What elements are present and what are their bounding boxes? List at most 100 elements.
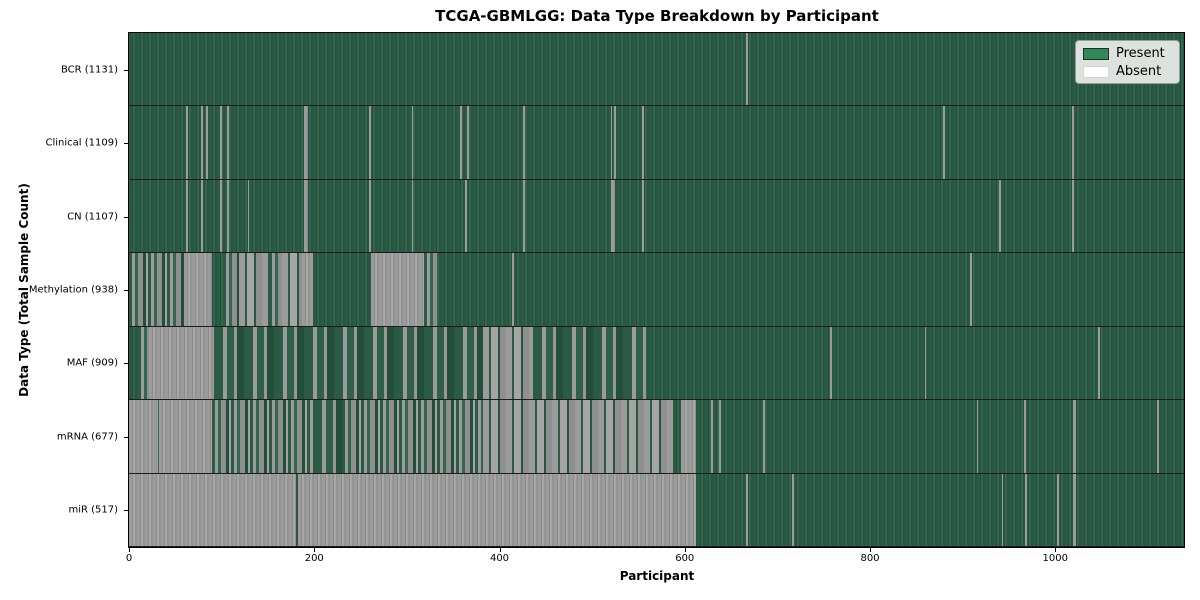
segment-absent xyxy=(302,253,314,326)
segment-absent xyxy=(368,106,371,179)
segment-mixed xyxy=(342,400,483,473)
y-tick-label: miR (517) xyxy=(68,504,118,516)
segment-mixedg xyxy=(482,326,533,400)
segment-absent xyxy=(368,179,371,253)
segment-absent xyxy=(459,106,462,179)
segment-mixed xyxy=(129,253,184,326)
segment-mixedp xyxy=(313,400,343,473)
row-track xyxy=(129,473,1184,547)
segment-absent xyxy=(1071,179,1074,253)
legend-label-present: Present xyxy=(1116,46,1165,61)
segment-absent xyxy=(512,253,515,326)
present-swatch-icon xyxy=(1083,47,1109,60)
x-tick-mark xyxy=(314,548,316,552)
segment-absent xyxy=(719,400,721,473)
y-tick-mark xyxy=(124,69,128,71)
segment-absent xyxy=(304,179,308,253)
segment-absent xyxy=(1001,473,1004,546)
segment-absent xyxy=(1157,400,1159,473)
segment-absent xyxy=(186,106,189,179)
y-tick-label: CN (1107) xyxy=(67,211,118,223)
segment-absent xyxy=(205,106,208,179)
legend-label-absent: Absent xyxy=(1116,64,1162,79)
segment-absent xyxy=(710,400,713,473)
segment-absent xyxy=(763,400,766,473)
segment-mixed xyxy=(268,253,282,326)
chart-title: TCGA-GBMLGG: Data Type Breakdown by Part… xyxy=(435,7,879,25)
row-track xyxy=(129,326,1184,401)
row-track xyxy=(129,33,1184,107)
y-tick-mark xyxy=(124,510,128,512)
segment-absent xyxy=(642,106,644,179)
segment-mixedp xyxy=(214,326,483,400)
legend-entry-absent: Absent xyxy=(1083,65,1172,78)
segment-absent xyxy=(745,473,748,546)
segment-mixed xyxy=(223,253,240,326)
x-tick-mark xyxy=(1055,548,1057,552)
segment-mixedg xyxy=(239,253,269,326)
segment-absent xyxy=(522,179,525,253)
segment-absent xyxy=(129,400,158,473)
segment-absent xyxy=(1097,326,1100,400)
y-tick-label: Clinical (1109) xyxy=(45,137,119,149)
y-tick-label: mRNA (677) xyxy=(56,431,118,443)
segment-absent xyxy=(201,106,204,179)
segment-absent xyxy=(370,253,425,326)
y-tick-mark xyxy=(124,290,128,291)
legend-entry-present: Present xyxy=(1083,47,1172,60)
segment-absent xyxy=(149,326,215,400)
segment-absent xyxy=(681,400,696,473)
plot-area: Present Absent xyxy=(128,32,1185,548)
segment-absent xyxy=(411,179,414,253)
segment-absent xyxy=(467,106,469,179)
segment-absent xyxy=(1024,473,1027,546)
y-tick-mark xyxy=(124,143,128,145)
y-tick-label: MAF (909) xyxy=(66,357,118,369)
x-axis-label: Participant xyxy=(619,569,695,583)
segment-absent xyxy=(1057,473,1059,546)
segment-absent xyxy=(1072,400,1076,473)
segment-mixed xyxy=(138,326,150,400)
segment-absent xyxy=(522,106,525,179)
segment-absent xyxy=(642,179,644,253)
segment-mixed xyxy=(424,253,437,326)
segment-absent xyxy=(304,106,308,179)
segment-absent xyxy=(219,179,222,253)
y-tick-label: BCR (1131) xyxy=(60,64,118,76)
segment-absent xyxy=(227,106,230,179)
row-track xyxy=(129,400,1184,474)
segment-absent xyxy=(129,473,296,546)
segment-absent xyxy=(201,179,204,253)
segment-absent xyxy=(1023,400,1026,473)
segment-absent xyxy=(745,33,748,106)
row-track xyxy=(129,253,1184,327)
x-tick-label: 800 xyxy=(860,553,880,564)
x-tick-mark xyxy=(129,548,130,552)
segment-absent xyxy=(610,106,613,179)
legend: Present Absent xyxy=(1075,40,1180,84)
x-tick-label: 600 xyxy=(675,553,695,564)
y-tick-mark xyxy=(124,363,128,365)
y-tick-label: Methylation (938) xyxy=(28,284,118,296)
x-tick-label: 400 xyxy=(489,553,510,564)
row-track xyxy=(129,106,1184,180)
row-track xyxy=(129,179,1184,254)
segment-absent xyxy=(610,179,616,253)
segment-absent xyxy=(411,106,414,179)
segment-absent xyxy=(219,106,222,179)
x-tick-mark xyxy=(684,548,686,552)
x-tick-label: 0 xyxy=(125,553,133,564)
segment-absent xyxy=(998,179,1001,253)
segment-absent xyxy=(247,179,250,253)
y-tick-mark xyxy=(124,216,128,218)
segment-absent xyxy=(227,179,230,253)
segment-absent xyxy=(970,253,972,326)
segment-absent xyxy=(976,400,979,473)
segment-absent xyxy=(614,106,617,179)
segment-absent xyxy=(297,473,696,546)
segment-absent xyxy=(1071,106,1074,179)
x-tick-mark xyxy=(499,548,501,552)
segment-absent xyxy=(792,473,795,546)
segment-mixedp xyxy=(532,326,646,400)
